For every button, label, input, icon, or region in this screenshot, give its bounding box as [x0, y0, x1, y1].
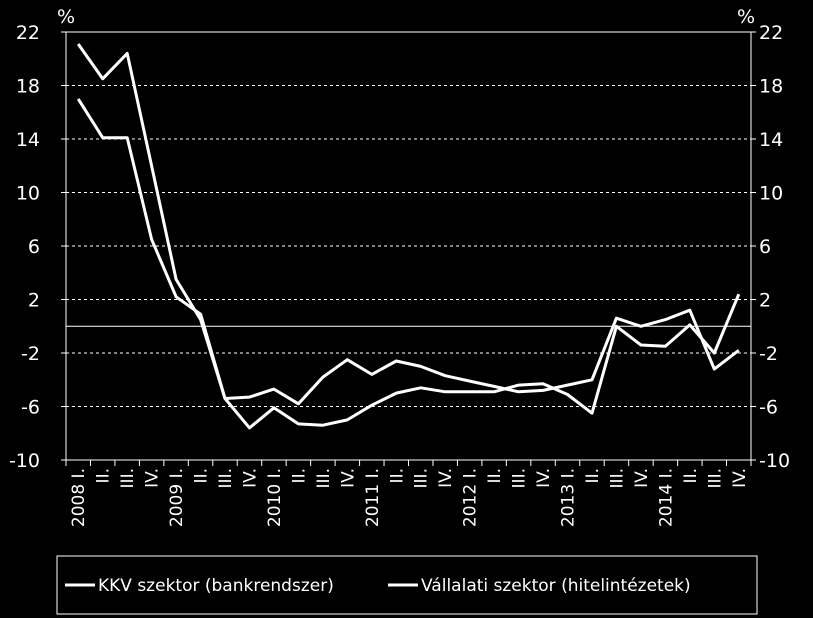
y-tick-label-right: 18 — [759, 76, 783, 98]
x-tick-label: II. — [387, 468, 407, 483]
y-tick-label-left: 14 — [16, 129, 40, 151]
x-tick-label: 2009 I. — [167, 468, 187, 527]
legend-label-vallalati: Vállalati szektor (hitelintézetek) — [421, 576, 691, 596]
y-tick-label-right: 22 — [759, 22, 783, 44]
x-tick-label: IV. — [730, 468, 750, 488]
x-tick-label: III. — [118, 468, 138, 488]
y-tick-label-right: -10 — [759, 450, 790, 472]
y-tick-label-right: 2 — [759, 290, 771, 312]
x-tick-label: III. — [412, 468, 432, 488]
y-tick-label-left: 10 — [16, 183, 40, 205]
series-line-vallalati — [76, 98, 741, 430]
y-tick-label-right: 10 — [759, 183, 783, 205]
x-tick-label: 2013 I. — [559, 468, 579, 527]
y-axis-right: 22 18 14 10 6 2 -2 -6 -10 — [751, 22, 790, 472]
x-tick-label: IV. — [534, 468, 554, 488]
x-tick-label: 2012 I. — [461, 468, 481, 527]
series-line-kkv — [76, 43, 740, 406]
x-tick-label: II. — [94, 468, 114, 483]
y-axis-left: 22 18 14 10 6 2 -2 -6 -10 — [9, 22, 66, 472]
y-tick-label-right: -2 — [759, 343, 778, 365]
y-tick-label-left: 22 — [16, 22, 40, 44]
y-unit-left: % — [57, 6, 75, 28]
y-tick-label-left: 2 — [28, 290, 40, 312]
x-tick-label: II. — [289, 468, 309, 483]
x-tick-label: 2008 I. — [69, 468, 89, 527]
x-tick-label: III. — [314, 468, 334, 488]
x-tick-label: 2010 I. — [265, 468, 285, 527]
x-tick-label: III. — [607, 468, 627, 488]
x-tick-label: 2011 I. — [363, 468, 383, 527]
y-tick-label-left: 18 — [16, 76, 40, 98]
legend: KKV szektor (bankrendszer) Vállalati sze… — [56, 555, 758, 615]
x-tick-label: IV. — [143, 468, 163, 488]
y-tick-label-right: -6 — [759, 397, 778, 419]
y-unit-right: % — [737, 6, 755, 28]
x-tick-label: III. — [510, 468, 530, 488]
y-tick-label-left: -10 — [9, 450, 40, 472]
x-tick-label: IV. — [632, 468, 652, 488]
x-tick-label: IV. — [436, 468, 456, 488]
x-tick-label: IV. — [240, 468, 260, 488]
legend-label-kkv: KKV szektor (bankrendszer) — [98, 576, 334, 596]
y-tick-label-right: 14 — [759, 129, 783, 151]
y-tick-label-right: 6 — [759, 236, 771, 258]
x-tick-label: IV. — [338, 468, 358, 488]
y-tick-label-left: -6 — [21, 397, 40, 419]
x-axis: 2008 I. II. III. IV. 2009 I. II. III. IV. 2010 I… — [65, 460, 752, 527]
y-tick-label-left: 6 — [28, 236, 40, 258]
x-tick-label: II. — [485, 468, 505, 483]
x-tick-label: III. — [216, 468, 236, 488]
x-tick-label: II. — [681, 468, 701, 483]
x-tick-label: II. — [583, 468, 603, 483]
y-tick-label-left: -2 — [21, 343, 40, 365]
x-tick-label: II. — [192, 468, 212, 483]
legend-box — [56, 555, 758, 615]
series-lines — [76, 43, 741, 430]
x-tick-label: III. — [705, 468, 725, 488]
x-tick-label: 2014 I. — [656, 468, 676, 527]
